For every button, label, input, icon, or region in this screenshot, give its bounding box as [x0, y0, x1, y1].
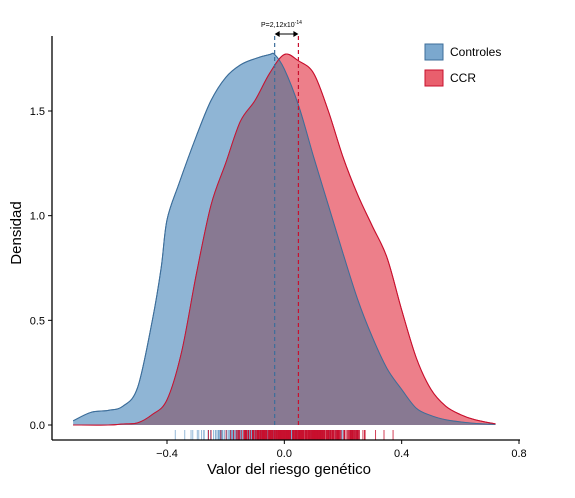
- x-tick-label: 0.8: [511, 448, 526, 460]
- x-tick-label: 0.4: [394, 448, 409, 460]
- mean-lines: [274, 36, 300, 425]
- axes: −0.4 0.0 0.4 0.8 0.0 0.5 1.0 1.5: [30, 36, 527, 460]
- p-value-annotation: P=2,12x10-14: [261, 20, 302, 37]
- y-axis-title: Densidad: [8, 201, 25, 264]
- y-tick-label: 1.5: [30, 106, 45, 118]
- density-line-ccr-top: [73, 53, 496, 426]
- x-axis-title: Valor del riesgo genético: [207, 461, 371, 478]
- p-value-text: P=2,12x10-14: [261, 20, 302, 29]
- legend-swatch-ccr: [424, 69, 444, 87]
- legend: Controles CCR: [424, 43, 501, 87]
- annotation-arrowhead-right: [293, 31, 299, 37]
- rug-marks: [174, 430, 394, 440]
- x-tick-label: −0.4: [156, 448, 178, 460]
- legend-label-controles: Controles: [450, 45, 501, 59]
- legend-swatch-controles: [424, 43, 444, 61]
- density-areas: [72, 52, 496, 426]
- legend-label-ccr: CCR: [450, 71, 476, 85]
- density-overlap-area: [73, 53, 496, 425]
- y-tick-label: 0.0: [30, 420, 45, 432]
- y-tick-label: 0.5: [30, 315, 45, 327]
- annotation-arrowhead-left: [274, 31, 280, 37]
- y-tick-label: 1.0: [30, 211, 45, 223]
- density-line-controles-top: [72, 52, 496, 425]
- x-tick-label: 0.0: [277, 448, 292, 460]
